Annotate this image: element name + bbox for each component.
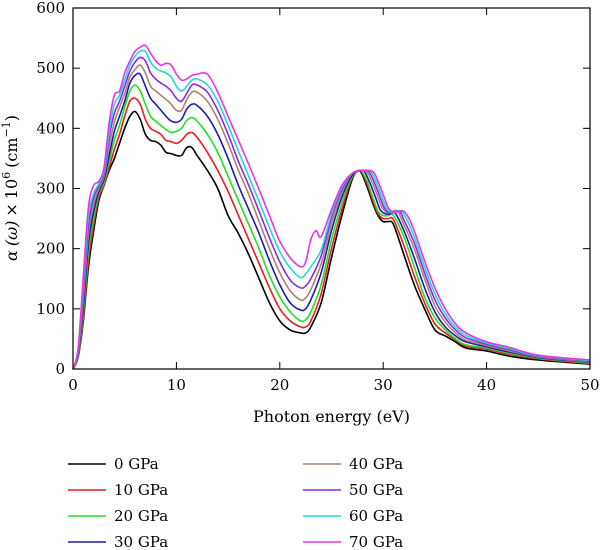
legend-label-6: 60 GPa <box>349 507 403 525</box>
y-title-omega: (ω) <box>2 221 21 247</box>
series-line-4 <box>72 64 591 370</box>
series-line-2 <box>72 84 591 370</box>
series-line-7 <box>72 44 591 370</box>
y-title-ten: 10 <box>2 179 21 199</box>
series-line-3 <box>72 72 591 370</box>
y-tick-label-6: 600 <box>36 0 65 17</box>
y-tick-label-4: 400 <box>36 119 65 137</box>
legend-label-0: 0 GPa <box>114 455 159 473</box>
series-layer <box>72 44 591 370</box>
legend-label-2: 20 GPa <box>114 507 168 525</box>
x-axis-title: Photon energy (eV) <box>253 407 410 426</box>
x-tick-label-1: 10 <box>167 376 186 394</box>
y-title-unit-open: (cm <box>2 137 21 167</box>
y-title-times: × <box>2 203 21 216</box>
y-tick-label-3: 300 <box>36 180 65 198</box>
series-line-1 <box>72 97 591 370</box>
legend: 0 GPa 10 GPa 20 GPa 30 GPa 40 GPa 50 GPa 60 GP… <box>68 455 403 550</box>
y-tick-label-5: 500 <box>36 59 65 77</box>
series-line-5 <box>72 56 591 370</box>
y-tick-label-0: 0 <box>55 360 65 378</box>
legend-label-1: 10 GPa <box>114 481 168 499</box>
y-title-alpha: α <box>2 250 21 261</box>
legend-label-5: 50 GPa <box>349 481 403 499</box>
legend-label-4: 40 GPa <box>349 455 403 473</box>
y-tick-label-1: 100 <box>36 300 65 318</box>
x-tick-label-3: 30 <box>374 376 393 394</box>
y-title-unit-exp: −1 <box>0 121 13 137</box>
x-tick-label-0: 0 <box>68 376 78 394</box>
x-tick-label-2: 20 <box>270 376 289 394</box>
y-tick-label-2: 200 <box>36 240 65 258</box>
series-line-6 <box>72 49 591 370</box>
y-title-unit-close: ) <box>2 115 21 121</box>
legend-label-3: 30 GPa <box>114 533 168 550</box>
series-line-0 <box>72 110 591 370</box>
y-axis-title: α (ω) × 106 (cm−1) <box>0 115 21 261</box>
x-tick-label-4: 40 <box>477 376 496 394</box>
y-title-six: 6 <box>0 172 13 179</box>
legend-label-7: 70 GPa <box>349 533 403 550</box>
x-tick-label-5: 50 <box>580 376 599 394</box>
